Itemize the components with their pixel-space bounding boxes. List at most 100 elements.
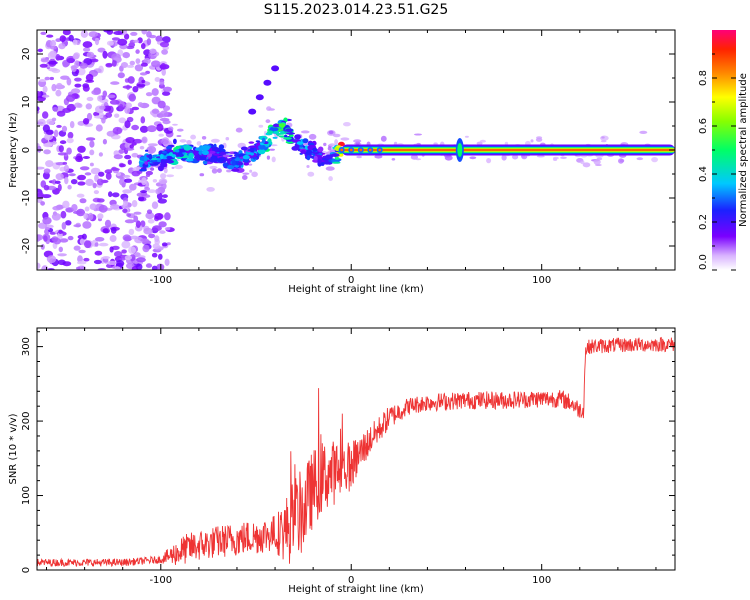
spectrogram-noise-blob <box>67 184 72 190</box>
spectrogram-scatter-blob <box>356 155 362 159</box>
spectrogram-noise-blob <box>74 83 82 88</box>
spectrogram-ridge-blob <box>213 153 220 156</box>
spectrogram-noise-blob <box>49 50 57 58</box>
spectrogram-noise-blob <box>95 237 105 242</box>
spectrogram-scatter-blob <box>464 135 469 138</box>
spectrogram-noise-blob <box>75 155 84 163</box>
spectrogram-noise-blob <box>81 233 87 240</box>
spectrogram-ridge-blob <box>267 130 274 135</box>
spectrogram-scatter-blob <box>258 124 264 128</box>
spectrogram-ridge-blob <box>313 155 318 161</box>
spectrogram-scatter-blob <box>186 140 192 145</box>
spectrogram-noise-blob <box>98 171 105 177</box>
spectrogram-ridge-blob <box>162 151 167 154</box>
spectrogram-ridge-blob <box>192 150 199 157</box>
spectrogram-noise-blob <box>140 62 148 67</box>
spectrogram-noise-blob <box>89 149 95 156</box>
spectrogram-noise-blob <box>109 99 120 105</box>
spectrogram-branch-blob <box>263 79 272 86</box>
spectrogram-ridge-blob <box>202 160 208 165</box>
spectrogram-noise-blob <box>139 72 148 76</box>
spectrogram-noise-blob <box>96 178 104 186</box>
spectrogram-noise-blob <box>83 212 88 220</box>
spectrogram-ridge-blob <box>183 144 192 151</box>
spectrogram-ytick-label: 20 <box>21 48 32 61</box>
spectrogram-noise-blob <box>131 200 138 208</box>
spectrogram-noise-blob <box>162 91 171 96</box>
spectrogram-ridge-blob <box>334 157 340 160</box>
spectrogram-noise-blob <box>145 92 153 97</box>
spectrogram-noise-blob <box>72 210 83 215</box>
spectrogram-noise-blob <box>166 242 171 246</box>
spectrogram-noise-blob <box>156 123 164 132</box>
spectrogram-ridge-blob <box>312 151 320 155</box>
spectrogram-scatter-blob <box>415 158 422 161</box>
spectrogram-noise-blob <box>74 102 82 108</box>
spectrogram-noise-blob <box>133 39 140 43</box>
spectrogram-ridge-blob <box>336 145 341 148</box>
spectrogram-noise-blob <box>89 162 94 167</box>
spectrogram-ridge-blob <box>249 146 255 153</box>
spectrogram-scatter-blob <box>172 123 178 126</box>
spectrogram-noise-blob <box>151 252 158 258</box>
spectrogram-noise-blob <box>38 79 47 82</box>
spectrogram-noise-blob <box>135 58 141 64</box>
spectrogram-noise-blob <box>135 220 141 228</box>
colorbar-tick-label: 0.8 <box>698 70 709 86</box>
spectrogram-noise-blob <box>156 192 163 200</box>
spectrogram-noise-blob <box>69 121 75 129</box>
spectrogram-ridge-blob <box>318 146 324 152</box>
snr-ytick-label: 100 <box>21 486 32 505</box>
spectrogram-noise-blob <box>113 57 121 61</box>
spectrogram-noise-blob <box>144 186 151 191</box>
spectrogram-noise-blob <box>37 166 45 170</box>
spectrogram-noise-blob <box>67 235 74 241</box>
spectrogram-noise-blob <box>62 61 69 68</box>
spectrogram-noise-blob <box>92 182 97 189</box>
colorbar-label: Normalized spectral amplitude <box>738 73 749 227</box>
spectrogram-noise-blob <box>124 178 133 183</box>
spectrogram-noise-blob <box>98 204 108 213</box>
spectrogram-noise-blob <box>62 200 70 209</box>
spectrogram-noise-blob <box>105 63 113 68</box>
spectrogram-noise-blob <box>141 43 146 50</box>
spectrogram-noise-blob <box>67 131 74 139</box>
spectrogram-ridge-blob <box>231 160 237 166</box>
spectrogram-ridge-blob <box>338 141 345 147</box>
spectrogram-scatter-blob <box>374 154 383 159</box>
spectrogram-noise-blob <box>73 224 81 228</box>
spectrogram-noise-blob <box>113 154 123 160</box>
spectrogram-noise-blob <box>94 115 104 119</box>
spectrogram-ridge-blob <box>201 150 209 156</box>
spectrogram-noise-blob <box>155 188 161 195</box>
spectrogram-noise-blob <box>44 76 51 81</box>
spectrogram-noise-blob <box>96 198 105 203</box>
spectrogram-noise-blob <box>86 51 95 58</box>
spectrogram-noise-blob <box>37 145 42 153</box>
spectrogram-noise-blob <box>93 259 102 265</box>
spectrogram-noise-blob <box>40 244 45 250</box>
spectrogram-noise-blob <box>129 183 137 191</box>
spectrogram-noise-blob <box>71 204 78 211</box>
spectrogram-ridge-blob <box>148 153 153 160</box>
spectrogram-noise-blob <box>157 100 166 109</box>
spectrogram-scatter-blob <box>266 106 272 111</box>
spectrogram-ridge-blob <box>258 144 266 150</box>
spectrogram-noise-blob <box>51 83 57 92</box>
spectrogram-noise-blob <box>147 143 158 147</box>
spectrogram-noise-blob <box>78 249 86 254</box>
spectrogram-noise-blob <box>62 108 72 113</box>
spectrogram-ridge-blob <box>160 162 166 168</box>
snr-axes: -100 0 100 0 100 200 300 <box>21 328 675 586</box>
spectrogram-noise-blob <box>115 260 125 267</box>
spectrogram-noise-blob <box>147 189 156 194</box>
spectrogram-noise-blob <box>101 117 106 124</box>
spectrogram-scatter-blob <box>593 159 601 165</box>
spectrogram-noise-blob <box>117 72 125 79</box>
spectrogram-scatter-blob <box>469 156 477 160</box>
spectrogram-scatter-blob <box>199 173 205 177</box>
spectrogram-noise-blob <box>59 238 69 243</box>
spectrogram-noise-blob <box>139 125 149 133</box>
spectrogram-noise-blob <box>102 50 108 59</box>
snr-panel: -100 0 100 0 100 200 300 Height of straight li… <box>8 327 676 595</box>
